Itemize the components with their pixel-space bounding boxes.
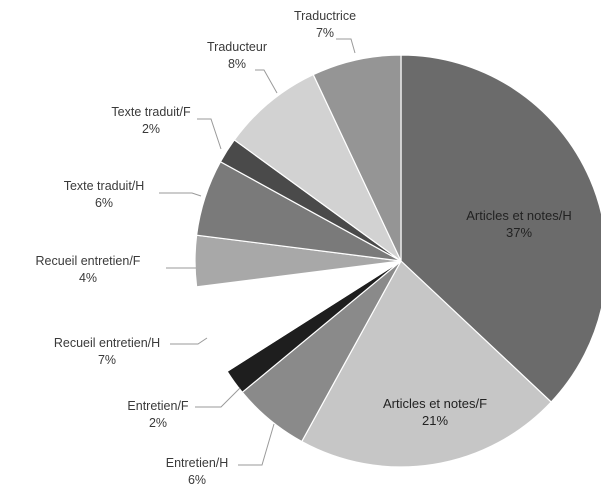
data-label-percent: 37% — [506, 225, 532, 240]
data-label-percent: 6% — [188, 473, 206, 487]
data-label-recueil-entretien-h: Recueil entretien/H 7% — [54, 336, 160, 367]
data-label-articles-et-notes-h: Articles et notes/H 37% — [466, 208, 572, 240]
data-label-entretien-h: Entretien/H 6% — [166, 456, 229, 487]
data-label-traducteur: Traducteur 8% — [207, 40, 267, 71]
leader-line-traducteur — [255, 69, 278, 94]
leader-line-entretien-f — [195, 387, 241, 408]
data-label-category: Entretien/F — [127, 399, 189, 413]
data-label-texte-traduit-f: Texte traduit/F 2% — [111, 105, 191, 136]
leader-line-entretien-h — [238, 423, 275, 466]
pie-slice-traducteur — [233, 73, 402, 262]
data-label-percent: 21% — [422, 413, 448, 428]
pie-slice-articles-et-notes-h — [400, 54, 601, 403]
label-leader-lines — [159, 38, 356, 466]
data-label-category: Texte traduit/H — [64, 179, 145, 193]
data-label-texte-traduit-h: Texte traduit/H 6% — [64, 179, 145, 210]
data-label-traductrice: Traductrice 7% — [294, 9, 356, 40]
pie-slice-traductrice — [312, 54, 402, 262]
data-label-articles-et-notes-f: Articles et notes/F 21% — [383, 396, 487, 428]
leader-line-traductrice — [336, 38, 356, 54]
data-label-category: Articles et notes/H — [466, 208, 572, 223]
data-label-category: Traducteur — [207, 40, 267, 54]
data-label-percent: 7% — [316, 26, 334, 40]
data-label-percent: 6% — [95, 196, 113, 210]
data-label-entretien-f: Entretien/F 2% — [127, 399, 189, 430]
data-label-percent: 4% — [79, 271, 97, 285]
data-label-category: Entretien/H — [166, 456, 229, 470]
data-label-category: Articles et notes/F — [383, 396, 487, 411]
leader-line-texte-traduit-f — [197, 118, 222, 150]
data-label-recueil-entretien-f: Recueil entretien/F 4% — [36, 254, 141, 285]
pie-slices — [194, 54, 601, 468]
pie-labels: Articles et notes/H 37%Articles et notes/… — [36, 9, 572, 487]
data-label-percent: 2% — [149, 416, 167, 430]
data-label-category: Recueil entretien/H — [54, 336, 160, 350]
data-label-percent: 7% — [98, 353, 116, 367]
data-label-category: Recueil entretien/F — [36, 254, 141, 268]
pie-slice-articles-et-notes-f — [300, 260, 553, 468]
data-label-percent: 2% — [142, 122, 160, 136]
data-label-category: Texte traduit/F — [111, 105, 191, 119]
leader-line-recueil-entretien-h — [170, 337, 208, 345]
data-label-percent: 8% — [228, 57, 246, 71]
leader-line-texte-traduit-h — [159, 192, 202, 197]
data-label-category: Traductrice — [294, 9, 356, 23]
